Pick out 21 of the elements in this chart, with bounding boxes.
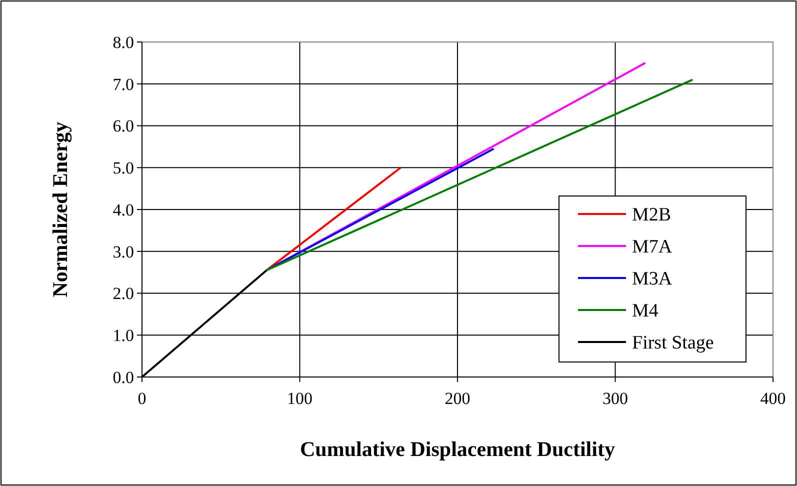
y-tick-label: 4.0 (112, 200, 134, 220)
x-tick-label: 300 (602, 389, 628, 408)
y-tick-label: 0.0 (112, 368, 134, 387)
y-tick-label: 6.0 (112, 116, 134, 136)
x-tick-label: 200 (444, 389, 470, 408)
y-tick-label: 8.0 (112, 32, 134, 52)
x-tick-label: 0 (138, 389, 146, 408)
legend-label: M3A (632, 268, 672, 290)
y-axis-title: Normalized Energy (48, 121, 72, 298)
legend-label: First Stage (632, 332, 714, 354)
legend-label: M4 (632, 300, 659, 322)
y-tick-label: 3.0 (112, 242, 134, 262)
y-tick-label: 5.0 (112, 158, 134, 178)
x-axis-title: Cumulative Displacement Ductility (300, 437, 616, 461)
y-tick-label: 7.0 (112, 74, 134, 94)
x-tick-label: 400 (760, 389, 786, 408)
y-tick-label: 2.0 (112, 284, 134, 304)
x-tick-label: 100 (287, 389, 312, 408)
legend-label: M2B (632, 204, 672, 226)
y-tick-label: 1.0 (112, 326, 134, 346)
legend-label: M7A (632, 236, 672, 258)
